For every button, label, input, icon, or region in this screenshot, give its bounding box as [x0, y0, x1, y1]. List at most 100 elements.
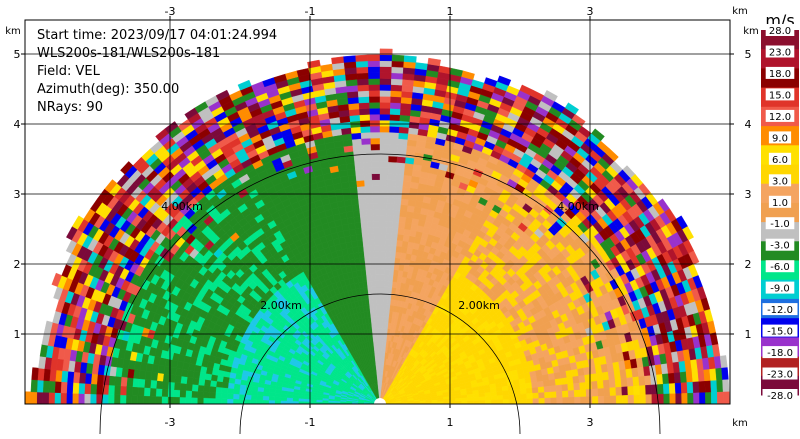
velocity-cell — [162, 396, 168, 404]
velocity-cell — [380, 305, 384, 311]
velocity-cell — [344, 56, 357, 63]
velocity-cell — [391, 240, 397, 246]
velocity-cell — [397, 234, 404, 241]
velocity-cell — [396, 168, 405, 175]
velocity-cell — [389, 275, 394, 281]
velocity-cell — [227, 399, 233, 404]
velocity-cell — [380, 215, 387, 221]
velocity-cell — [366, 204, 373, 210]
velocity-cell — [362, 144, 371, 150]
velocity-cell — [374, 323, 377, 329]
velocity-cell — [352, 139, 362, 146]
velocity-cell — [353, 253, 359, 260]
velocity-cell — [181, 376, 188, 384]
velocity-cell — [369, 96, 380, 102]
velocity-cell — [496, 387, 502, 392]
velocity-cell — [380, 55, 392, 61]
velocity-cell — [380, 311, 383, 317]
velocity-cell — [380, 186, 388, 192]
velocity-cell — [384, 299, 388, 305]
velocity-cell — [373, 299, 377, 305]
velocity-cell — [377, 305, 381, 311]
velocity-cell — [357, 73, 369, 80]
velocity-cell — [144, 379, 151, 388]
velocity-cell — [174, 382, 181, 390]
velocity-cell — [366, 210, 373, 216]
velocity-cell — [187, 377, 194, 384]
velocity-cell — [138, 387, 144, 396]
velocity-cell — [78, 394, 84, 405]
velocity-cell — [228, 383, 235, 389]
velocity-cell — [415, 63, 428, 70]
velocity-cell — [404, 56, 417, 63]
velocity-cell — [367, 216, 374, 222]
velocity-cell — [390, 120, 400, 127]
velocity-cell — [66, 393, 72, 404]
velocity-cell — [367, 275, 372, 281]
velocity-cell — [548, 373, 555, 380]
velocity-cell — [391, 85, 402, 92]
velocity-cell — [180, 383, 187, 390]
velocity-cell — [73, 372, 80, 383]
velocity-cell — [168, 397, 174, 404]
velocity-cell — [203, 398, 209, 404]
velocity-cell — [133, 378, 140, 387]
velocity-cell — [168, 382, 175, 390]
velocity-cell — [514, 384, 521, 390]
velocity-cell — [362, 276, 367, 282]
velocity-cell — [375, 269, 380, 275]
velocity-cell — [375, 251, 380, 257]
velocity-cell — [397, 151, 406, 158]
velocity-cell — [390, 251, 396, 257]
velocity-cell — [163, 374, 170, 382]
velocity-cell — [401, 199, 409, 206]
velocity-cell — [399, 127, 409, 134]
velocity-cell — [79, 383, 86, 394]
velocity-cell — [245, 395, 251, 400]
velocity-cell — [392, 55, 404, 62]
velocity-cell — [393, 216, 400, 223]
velocity-cell — [384, 281, 389, 287]
velocity-cell — [222, 382, 229, 388]
velocity-cell — [380, 299, 384, 305]
velocity-cell — [157, 373, 164, 381]
velocity-cell — [368, 61, 380, 67]
velocity-cell — [400, 109, 411, 116]
velocity-cell — [180, 397, 186, 404]
velocity-cell — [156, 388, 162, 396]
velocity-cell — [388, 174, 396, 180]
velocity-cell — [369, 90, 380, 96]
velocity-cell — [347, 217, 354, 224]
velocity-cell — [43, 369, 50, 381]
velocity-cell — [32, 368, 39, 381]
velocity-cell — [399, 216, 406, 223]
velocity-cell — [275, 397, 281, 401]
velocity-cell — [387, 198, 394, 204]
velocity-cell — [351, 127, 361, 134]
velocity-cell — [127, 377, 134, 386]
velocity-cell — [395, 186, 403, 193]
velocity-cell — [356, 234, 363, 241]
velocity-cell — [364, 251, 370, 257]
velocity-cell — [84, 394, 90, 404]
velocity-cell — [168, 389, 174, 397]
velocity-cell — [387, 192, 395, 198]
velocity-cell — [233, 399, 239, 404]
velocity-cell — [43, 381, 50, 393]
velocity-cell — [367, 281, 372, 287]
velocity-cell — [361, 126, 371, 132]
velocity-cell — [387, 204, 394, 210]
velocity-cell — [377, 311, 380, 317]
velocity-cell — [380, 67, 392, 73]
velocity-cell — [380, 126, 390, 132]
velocity-cell — [368, 233, 374, 239]
velocity-cell — [197, 398, 203, 404]
velocity-cell — [61, 382, 68, 393]
velocity-cell — [209, 392, 215, 398]
velocity-cell — [156, 396, 162, 404]
velocity-cell — [380, 61, 392, 67]
velocity-cell — [372, 174, 380, 180]
velocity-cell — [37, 392, 43, 404]
velocity-cell — [204, 379, 211, 386]
